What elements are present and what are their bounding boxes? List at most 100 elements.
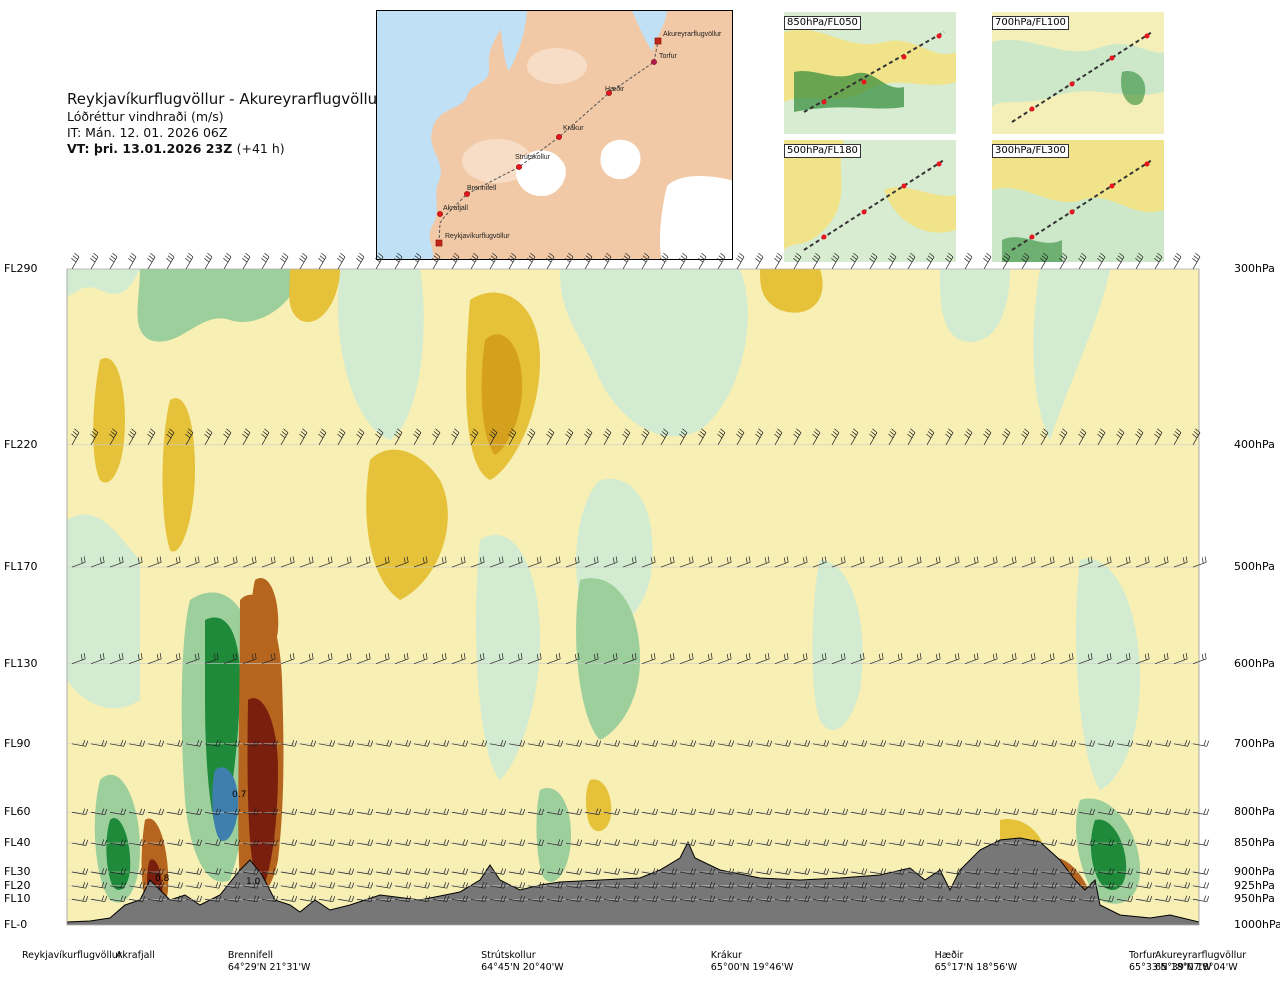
wind-barb — [679, 868, 697, 875]
wind-barb — [109, 739, 127, 747]
wind-barb — [128, 652, 143, 665]
wind-barb — [660, 739, 678, 747]
wind-barb — [128, 868, 146, 875]
wind-barb — [869, 556, 884, 568]
map-glacier-langjokull — [516, 150, 566, 197]
wind-barb — [1059, 881, 1077, 889]
wind-barb — [1097, 252, 1106, 270]
map-point-haedir — [606, 90, 612, 96]
flight-level-label: FL130 — [4, 656, 38, 670]
wind-barb — [527, 252, 536, 270]
thumbnail-500hpa[interactable]: 500hPa/FL180 — [784, 140, 956, 262]
wind-barb — [1135, 839, 1153, 846]
wind-barb — [831, 739, 849, 747]
wind-barb — [831, 881, 849, 889]
map-route-line — [438, 40, 659, 244]
flight-level-label: FL40 — [4, 836, 31, 850]
wind-barb — [109, 808, 127, 816]
wind-barb — [261, 868, 279, 875]
wind-barb — [983, 895, 1001, 903]
wind-barb — [1173, 895, 1191, 903]
wind-barb — [983, 428, 992, 445]
thumbnail-300hpa[interactable]: 300hPa/FL300 — [992, 140, 1164, 262]
wind-barb — [641, 652, 656, 665]
wind-barb — [679, 881, 697, 889]
wind-barb — [774, 428, 783, 445]
wind-barb — [1116, 652, 1131, 665]
wind-barb — [71, 739, 89, 747]
wind-barb — [1078, 808, 1096, 816]
wind-barb — [1192, 556, 1207, 568]
wind-barb — [432, 839, 450, 846]
wind-barb — [660, 881, 678, 889]
cell-value-label: 0.8 — [155, 874, 170, 884]
wind-barb — [489, 652, 504, 665]
wind-barb — [337, 252, 346, 270]
wind-barb — [375, 252, 384, 270]
wind-barb — [565, 739, 583, 747]
pressure-label: 900hPa — [1234, 864, 1275, 878]
wind-barb — [584, 868, 602, 875]
wind-barb — [945, 839, 963, 846]
wind-barb — [90, 881, 108, 889]
updraft-region — [1033, 269, 1110, 440]
wind-barb — [375, 839, 393, 846]
thumbnail-700hpa[interactable]: 700hPa/FL100 — [992, 12, 1164, 134]
wind-barb — [90, 252, 99, 270]
wind-barb — [375, 652, 390, 665]
wind-barb — [964, 739, 982, 747]
wind-barb — [1135, 652, 1150, 665]
wind-barb — [185, 839, 203, 846]
wind-barb — [964, 556, 979, 568]
wind-barb — [489, 868, 507, 875]
wind-barb — [185, 868, 203, 875]
wind-barb — [774, 839, 792, 846]
map-airport-reykjavik — [435, 239, 443, 247]
wind-barb — [831, 556, 846, 568]
wind-barb — [660, 808, 678, 816]
wind-barb — [356, 428, 365, 445]
wind-barb — [470, 428, 479, 445]
wind-barb — [1154, 739, 1172, 747]
thumbnail-850hpa[interactable]: 850hPa/FL050 — [784, 12, 956, 134]
wind-barb — [1078, 252, 1087, 270]
wind-barb — [337, 739, 355, 747]
wind-barb — [185, 739, 203, 747]
wind-barb — [850, 868, 868, 875]
wind-barb — [831, 428, 840, 445]
updraft-region — [536, 788, 571, 882]
wind-barb — [128, 428, 137, 445]
wind-barb — [641, 881, 659, 889]
wind-barb — [242, 868, 260, 875]
wind-barb — [546, 252, 555, 270]
wind-barb — [736, 652, 751, 665]
wind-barb — [869, 808, 887, 816]
wind-barb — [812, 895, 830, 903]
wind-barb — [242, 808, 260, 816]
wind-barb — [280, 868, 298, 875]
wind-barb — [451, 868, 469, 875]
wind-barb — [660, 868, 678, 875]
wind-barb — [1021, 739, 1039, 747]
wind-barb — [204, 868, 222, 875]
wind-barb — [717, 428, 726, 445]
wind-barb — [1059, 652, 1074, 665]
map-label: Brennifell — [467, 185, 497, 192]
wind-barb — [945, 895, 963, 903]
wind-barb — [166, 808, 184, 816]
wind-barb — [413, 428, 422, 445]
wind-barb — [660, 252, 669, 270]
wind-barb — [964, 428, 973, 445]
wind-barb — [1173, 428, 1182, 445]
wind-barb — [1021, 895, 1039, 903]
downdraft-region — [251, 578, 279, 654]
updraft-region — [137, 269, 300, 342]
updraft-region — [476, 534, 540, 780]
pressure-label: 700hPa — [1234, 736, 1275, 750]
station-label: Krákur 65°00'N 19°46'W — [711, 950, 794, 974]
wind-barb — [907, 739, 925, 747]
wind-barb — [679, 652, 694, 665]
wind-barb — [109, 428, 118, 445]
wind-barb — [622, 839, 640, 846]
wind-barb — [793, 739, 811, 747]
